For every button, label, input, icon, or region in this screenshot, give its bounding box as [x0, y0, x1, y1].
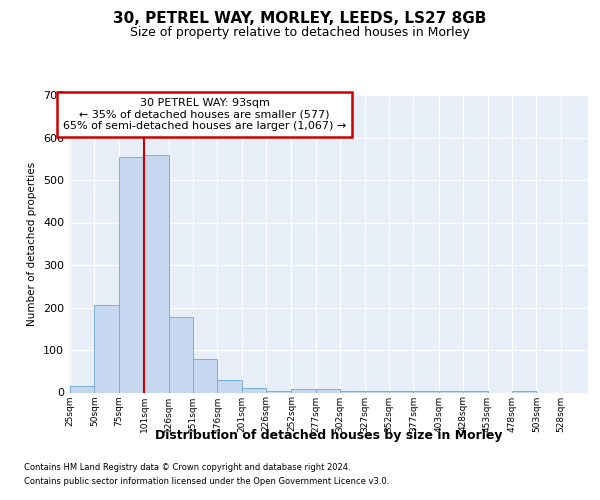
Bar: [365, 391, 389, 392]
Bar: [70, 386, 94, 392]
Bar: [144, 154, 169, 392]
Bar: [340, 391, 365, 392]
Bar: [512, 391, 536, 392]
Bar: [439, 391, 463, 392]
Text: Size of property relative to detached houses in Morley: Size of property relative to detached ho…: [130, 26, 470, 39]
Text: Contains public sector information licensed under the Open Government Licence v3: Contains public sector information licen…: [24, 477, 389, 486]
Text: Contains HM Land Registry data © Crown copyright and database right 2024.: Contains HM Land Registry data © Crown c…: [24, 464, 350, 472]
Bar: [266, 391, 292, 392]
Bar: [94, 306, 119, 392]
Text: 30, PETREL WAY, MORLEY, LEEDS, LS27 8GB: 30, PETREL WAY, MORLEY, LEEDS, LS27 8GB: [113, 11, 487, 26]
Bar: [463, 391, 488, 392]
Text: Distribution of detached houses by size in Morley: Distribution of detached houses by size …: [155, 428, 503, 442]
Bar: [316, 389, 340, 392]
Bar: [169, 317, 193, 392]
Bar: [242, 388, 266, 392]
Bar: [217, 380, 242, 392]
Bar: [292, 389, 316, 392]
Bar: [119, 156, 144, 392]
Bar: [193, 360, 217, 392]
Y-axis label: Number of detached properties: Number of detached properties: [28, 162, 37, 326]
Bar: [413, 391, 439, 392]
Text: 30 PETREL WAY: 93sqm
← 35% of detached houses are smaller (577)
65% of semi-deta: 30 PETREL WAY: 93sqm ← 35% of detached h…: [63, 98, 346, 131]
Bar: [389, 391, 413, 392]
